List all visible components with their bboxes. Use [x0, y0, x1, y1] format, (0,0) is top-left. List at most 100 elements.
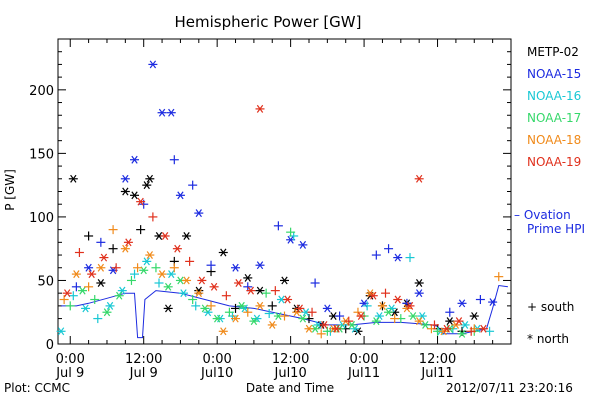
- data-point: [280, 311, 289, 321]
- data-point: [457, 329, 467, 338]
- legend: METP-02 NOAA-15 NOAA-16 NOAA-17 NOAA-18 NOAA-…: [514, 45, 585, 346]
- data-point: [270, 286, 280, 296]
- data-point: [485, 326, 495, 336]
- legend-item-metp-02: METP-02: [527, 45, 579, 59]
- x-tick-label: 12:00: [125, 352, 162, 367]
- data-point: [145, 251, 155, 260]
- series-noaa-15: [71, 60, 498, 321]
- data-point: [429, 320, 439, 330]
- data-point: [197, 276, 207, 285]
- plot-timestamp: 2012/07/11 23:20:16: [446, 381, 573, 395]
- data-point: [68, 291, 78, 301]
- data-point: [246, 286, 256, 295]
- data-point: [96, 279, 106, 287]
- x-tick-label: 0:00: [56, 352, 85, 367]
- series-metp-02: [68, 174, 479, 336]
- data-point: [120, 174, 130, 183]
- data-point: [304, 324, 314, 333]
- data-point: [298, 240, 308, 249]
- data-point: [194, 289, 204, 298]
- data-point: [393, 295, 403, 304]
- data-point: [111, 263, 121, 273]
- data-point: [457, 299, 467, 308]
- y-tick-label: 150: [29, 147, 54, 162]
- data-point: [332, 324, 342, 333]
- data-markers: [56, 60, 504, 339]
- data-point: [286, 227, 296, 237]
- plot-credit: Plot: CCMC: [4, 381, 70, 395]
- data-point: [231, 314, 241, 323]
- data-point: [295, 304, 305, 313]
- data-point: [267, 320, 277, 329]
- data-point: [387, 304, 397, 313]
- data-point: [267, 301, 277, 311]
- data-point: [280, 276, 289, 285]
- data-point: [255, 301, 265, 310]
- data-point: [133, 263, 143, 273]
- series-noaa-16: [56, 231, 495, 336]
- data-point: [68, 174, 78, 183]
- x-tick-sublabel: Jul11: [347, 366, 380, 381]
- y-axis: 0 50 100 150 200: [29, 38, 511, 353]
- legend-item-noaa-19: NOAA-19: [527, 155, 581, 169]
- data-point: [307, 307, 317, 317]
- legend-item-noaa-16: NOAA-16: [527, 89, 581, 103]
- legend-reference-line2: Prime HPI: [527, 222, 585, 236]
- data-point: [59, 295, 69, 305]
- data-point: [243, 307, 253, 317]
- y-tick-label: 200: [29, 84, 54, 99]
- x-tick-sublabel: Jul10: [200, 366, 233, 381]
- data-point: [65, 301, 75, 311]
- legend-reference-line1: – Ovation: [514, 208, 571, 222]
- data-point: [283, 295, 293, 304]
- data-point: [166, 270, 176, 279]
- data-point: [123, 238, 133, 247]
- data-point: [224, 307, 234, 317]
- data-point: [188, 295, 198, 305]
- data-point: [218, 248, 228, 257]
- data-point: [414, 279, 424, 287]
- legend-north: * north: [527, 332, 569, 346]
- data-point: [414, 317, 424, 326]
- x-axis-label: Date and Time: [246, 381, 334, 395]
- data-point: [172, 244, 182, 253]
- data-point: [84, 282, 94, 292]
- data-point: [169, 155, 179, 165]
- data-point: [157, 108, 167, 117]
- data-point: [469, 312, 479, 321]
- data-point: [292, 308, 302, 317]
- data-point: [84, 263, 94, 272]
- data-point: [353, 307, 363, 317]
- data-point: [344, 316, 354, 326]
- data-point: [362, 301, 372, 311]
- data-point: [298, 314, 308, 323]
- data-point: [102, 308, 112, 317]
- data-point: [231, 263, 241, 272]
- data-point: [77, 286, 87, 295]
- data-point: [374, 312, 384, 321]
- data-point: [154, 278, 164, 288]
- data-point: [194, 209, 204, 218]
- data-point: [273, 221, 283, 231]
- data-point: [255, 104, 265, 113]
- data-point: [160, 232, 170, 240]
- legend-item-noaa-17: NOAA-17: [527, 111, 581, 125]
- data-point: [166, 108, 176, 117]
- data-point: [151, 263, 161, 273]
- data-point: [99, 253, 109, 262]
- data-point: [93, 314, 103, 324]
- data-point: [221, 291, 231, 301]
- data-point: [316, 329, 326, 339]
- x-tick-label: 12:00: [419, 352, 456, 367]
- data-point: [454, 317, 464, 326]
- data-point: [182, 276, 192, 285]
- data-point: [148, 60, 158, 69]
- data-point: [249, 317, 259, 326]
- y-tick-label: 50: [37, 274, 54, 289]
- data-point: [56, 327, 66, 336]
- data-point: [377, 301, 387, 310]
- x-tick-sublabel: Jul 9: [55, 366, 84, 381]
- data-point: [264, 309, 274, 318]
